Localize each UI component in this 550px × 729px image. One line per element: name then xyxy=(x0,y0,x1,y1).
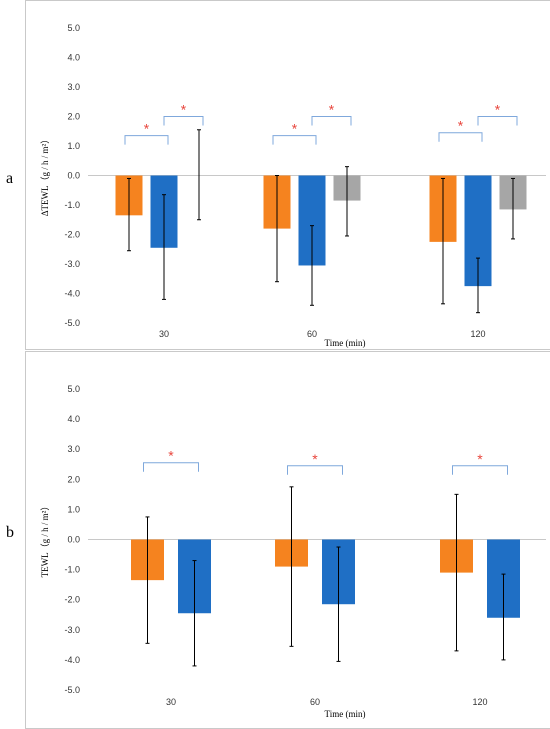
chart-a-significance-star: * xyxy=(181,102,187,118)
chart-b-x-tick-label: 30 xyxy=(166,697,176,707)
chart-a-y-tick-label: 3.0 xyxy=(67,82,80,92)
chart-b-y-axis-title: TEWL（g / h / m²） xyxy=(40,502,50,578)
chart-a-significance-bracket xyxy=(439,133,482,142)
chart-a-significance-bracket xyxy=(478,117,517,126)
chart-b-y-tick-label: -2.0 xyxy=(64,595,80,605)
panel-label-b: b xyxy=(6,524,14,542)
chart-a-y-tick-label: 4.0 xyxy=(67,53,80,63)
chart-a-y-tick-label: 1.0 xyxy=(67,141,80,151)
chart-a-significance-star: * xyxy=(292,121,298,137)
chart-a-y-tick-label: -4.0 xyxy=(64,289,80,299)
panel-label-a: a xyxy=(6,170,13,188)
chart-a-x-tick-label: 60 xyxy=(307,329,317,339)
chart-b-y-tick-label: -3.0 xyxy=(64,625,80,635)
chart-a-y-tick-label: 0.0 xyxy=(67,171,80,181)
chart-a-significance-bracket xyxy=(273,136,316,145)
chart-b-y-tick-label: -1.0 xyxy=(64,565,80,575)
chart-b-significance-star: * xyxy=(477,451,483,467)
chart-b-y-tick-label: 5.0 xyxy=(67,384,80,394)
chart-panel-b: 5.0 4.0 3.0 2.0 1.0 0.0 -1.0 -2.0 -3.0 -4.0 -5.0 TE… xyxy=(25,351,550,729)
chart-b-y-tick-label: 4.0 xyxy=(67,414,80,424)
chart-b-y-tick-label: -5.0 xyxy=(64,685,80,695)
chart-a-significance-star: * xyxy=(495,102,501,118)
chart-a-significance-bracket xyxy=(164,117,203,126)
chart-a-significance-bracket xyxy=(125,136,168,145)
chart-b-x-tick-label: 120 xyxy=(472,697,487,707)
chart-b-svg: 5.0 4.0 3.0 2.0 1.0 0.0 -1.0 -2.0 -3.0 -4.0 -5.0 TE… xyxy=(26,352,550,728)
chart-b-y-tick-label: -4.0 xyxy=(64,655,80,665)
chart-b-significance-bracket xyxy=(288,466,343,475)
chart-a-y-tick-label: -1.0 xyxy=(64,200,80,210)
chart-a-y-tick-label: -5.0 xyxy=(64,318,80,328)
chart-a-y-axis-title: ΔTEWL（g / h / m²） xyxy=(40,135,50,216)
chart-b-significance-star: * xyxy=(168,448,174,464)
chart-a-x-tick-label: 30 xyxy=(159,329,169,339)
chart-a-y-tick-label: 2.0 xyxy=(67,112,80,122)
chart-a-significance-star: * xyxy=(458,118,464,134)
chart-b-y-tick-label: 2.0 xyxy=(67,474,80,484)
chart-a-y-tick-label: -2.0 xyxy=(64,230,80,240)
chart-a-svg: 5.0 4.0 3.0 2.0 1.0 0.0 -1.0 -2.0 -3.0 -4.0 -5.0 ΔT… xyxy=(26,1,550,349)
chart-b-x-axis-title: Time (min) xyxy=(325,709,366,719)
chart-a-y-tick-label: -3.0 xyxy=(64,259,80,269)
chart-b-x-tick-label: 60 xyxy=(310,697,320,707)
chart-b-y-tick-label: 3.0 xyxy=(67,444,80,454)
chart-a-significance-star: * xyxy=(144,121,150,137)
chart-b-significance-bracket xyxy=(144,463,199,472)
chart-a-x-axis-title: Time (min) xyxy=(325,338,366,348)
chart-b-y-tick-label: 1.0 xyxy=(67,504,80,514)
chart-b-significance-bracket xyxy=(453,466,508,475)
chart-b-significance-star: * xyxy=(312,451,318,467)
chart-a-significance-bracket xyxy=(312,117,351,126)
chart-panel-a: 5.0 4.0 3.0 2.0 1.0 0.0 -1.0 -2.0 -3.0 -4.0 -5.0 ΔT… xyxy=(25,0,550,350)
chart-b-y-tick-label: 0.0 xyxy=(67,535,80,545)
chart-a-y-tick-label: 5.0 xyxy=(67,23,80,33)
chart-a-x-tick-label: 120 xyxy=(470,329,485,339)
chart-a-significance-star: * xyxy=(329,102,335,118)
